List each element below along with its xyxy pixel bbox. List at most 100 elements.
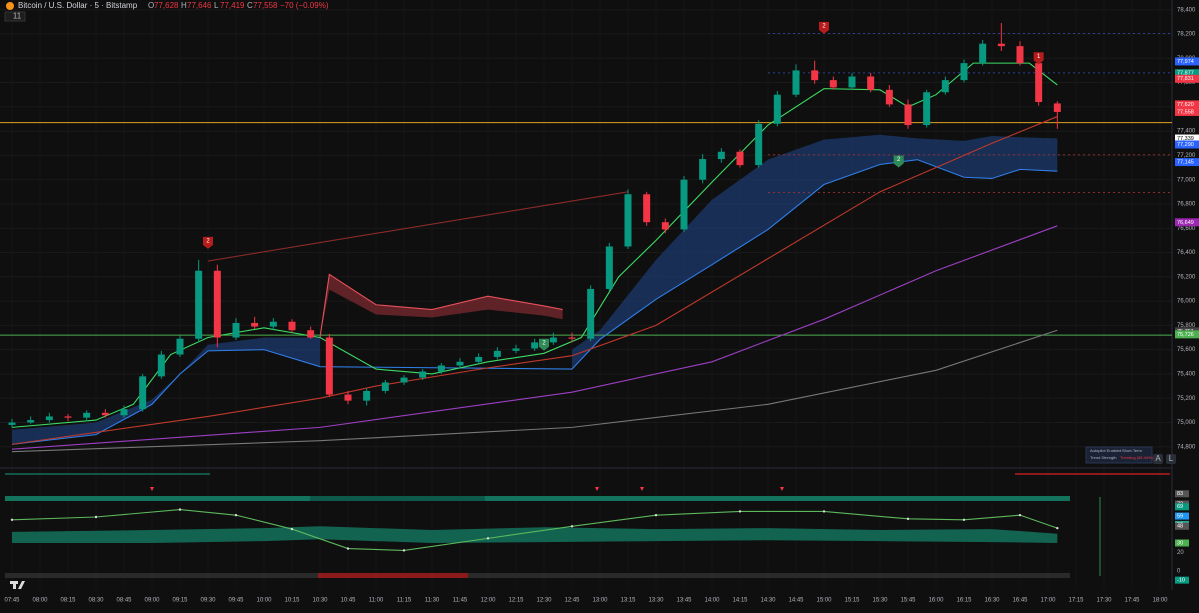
info-value: Trending (65.44%)	[1120, 455, 1154, 460]
candle-body	[904, 104, 912, 126]
indicator-line	[11, 225, 1058, 450]
candle-body	[157, 354, 165, 377]
candle-body	[699, 159, 707, 180]
price-badge-label: 77,831	[1177, 76, 1194, 82]
price-badge	[1175, 74, 1199, 83]
osc-dot	[1056, 526, 1059, 530]
x-tick-label: 15:30	[872, 598, 888, 604]
candle-body	[923, 92, 931, 126]
y-tick-label: 75,200	[1177, 396, 1196, 402]
candle-body	[325, 337, 333, 395]
candle-body	[792, 70, 800, 95]
candle-body	[363, 390, 371, 401]
candle-body	[176, 338, 184, 355]
candle-body	[195, 270, 203, 339]
price-badge	[1175, 57, 1199, 66]
indicator-count[interactable]: 11	[13, 12, 22, 21]
candle-body	[941, 80, 949, 93]
signal-label: 2	[897, 157, 901, 163]
price-badge	[1175, 107, 1199, 116]
button-bg[interactable]	[1153, 454, 1163, 464]
y-tick-label: 75,000	[1177, 420, 1196, 426]
ohlc-value: 77,558	[253, 1, 278, 10]
osc-dot	[654, 513, 658, 517]
price-badge-label: 77,558	[1177, 109, 1194, 115]
osc-tick-label: 0	[1177, 568, 1181, 574]
x-tick-label: 17:00	[1040, 598, 1056, 604]
osc-tick-label: 20	[1177, 550, 1184, 556]
auto-button[interactable]: A	[1155, 454, 1161, 463]
candle-body	[232, 322, 240, 338]
x-tick-label: 09:00	[144, 598, 160, 604]
x-tick-label: 13:00	[592, 598, 608, 604]
button-bg[interactable]	[1166, 454, 1176, 464]
y-tick-label: 76,600	[1177, 226, 1196, 232]
x-tick-label: 14:00	[704, 598, 720, 604]
candle-body	[512, 348, 520, 351]
x-tick-label: 10:15	[284, 598, 300, 604]
y-tick-label: 76,400	[1177, 250, 1196, 256]
indicator-toggle[interactable]	[4, 11, 26, 22]
candle-body	[120, 409, 128, 416]
candle-body	[419, 371, 427, 378]
candle-body	[27, 420, 35, 423]
signal-label: 2	[822, 24, 826, 30]
x-tick-label: 08:15	[60, 598, 76, 604]
ohlc-key: L	[214, 1, 219, 10]
x-tick-label: 12:15	[508, 598, 524, 604]
osc-dot	[402, 549, 406, 552]
x-tick-label: 14:15	[732, 598, 748, 604]
osc-badge	[1175, 576, 1189, 584]
y-tick-label: 76,200	[1177, 274, 1196, 280]
x-tick-label: 09:45	[228, 598, 244, 604]
candle-body	[661, 222, 669, 230]
x-tick-label: 08:30	[88, 598, 104, 604]
strip	[5, 473, 210, 475]
candle-body	[456, 361, 464, 366]
x-tick-label: 08:00	[32, 598, 48, 604]
bottom-strip	[5, 573, 1070, 578]
price-badge	[1175, 140, 1199, 149]
x-tick-label: 18:00	[1152, 598, 1168, 604]
osc-badge-label: 48	[1177, 524, 1183, 530]
candle-body	[605, 246, 613, 289]
price-badge	[1175, 134, 1199, 143]
signal-marker	[819, 21, 829, 34]
osc-badge	[1175, 539, 1189, 547]
osc-dot	[94, 515, 98, 519]
candle-body	[344, 394, 352, 401]
candle-body	[829, 80, 837, 88]
ohlc-header: O 77,628 H 77,646 L 77,419 C 77,558 −70 (−0.09%)	[148, 1, 329, 10]
info-value: Short-Term	[1122, 448, 1142, 453]
candle-body	[381, 382, 389, 391]
candle-body	[997, 43, 1005, 47]
y-tick-label: 76,000	[1177, 299, 1196, 305]
log-button[interactable]: L	[1169, 454, 1174, 463]
ohlc-value: 77,419	[220, 1, 245, 10]
x-tick-label: 12:00	[480, 598, 496, 604]
candle-body	[643, 194, 651, 223]
osc-area	[12, 526, 1058, 543]
osc-badge	[1175, 522, 1189, 530]
x-tick-label: 16:15	[956, 598, 972, 604]
signal-marker	[1033, 52, 1044, 65]
tv-logo	[10, 581, 25, 589]
candle-body	[755, 123, 763, 166]
candle-body	[773, 94, 781, 124]
x-tick-label: 10:30	[312, 598, 328, 604]
candle-body	[475, 356, 483, 362]
price-badge-label: 77,290	[1177, 142, 1194, 148]
candle-body	[549, 337, 557, 343]
y-tick-label: 77,200	[1177, 153, 1196, 159]
x-tick-label: 15:15	[844, 598, 860, 604]
candle-body	[1016, 46, 1024, 64]
x-tick-label: 11:30	[425, 598, 440, 604]
ohlc-change: −70 (−0.09%)	[280, 1, 329, 10]
signal-marker	[539, 338, 549, 351]
candle-body	[307, 330, 315, 338]
price-badge	[1175, 158, 1199, 167]
candle-body	[885, 89, 893, 105]
osc-dot	[234, 513, 238, 517]
candle-body	[139, 376, 147, 410]
